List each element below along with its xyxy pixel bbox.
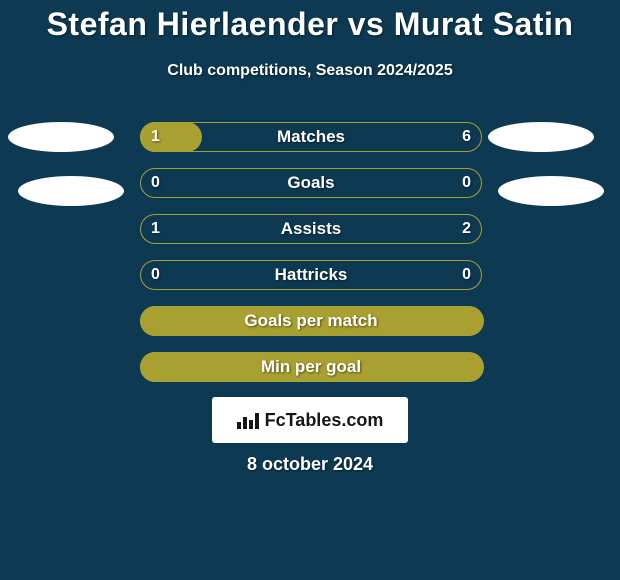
comparison-bars: 1 Matches 6 0 Goals 0 1 Assists 2 0 Hatt… [140, 122, 482, 398]
bar-value-right: 6 [462, 123, 471, 151]
comparison-canvas: Stefan Hierlaender vs Murat Satin Club c… [0, 0, 620, 580]
page-subtitle: Club competitions, Season 2024/2025 [0, 62, 620, 80]
bar-value-right: 0 [462, 261, 471, 289]
player-right-photo-placeholder-mid [498, 176, 604, 206]
bar-label: Min per goal [141, 353, 481, 381]
brand-text: FcTables.com [265, 410, 384, 431]
bar-row: Goals per match [140, 306, 482, 336]
bar-row: 0 Hattricks 0 [140, 260, 482, 290]
bar-row: Min per goal [140, 352, 482, 382]
bar-value-right: 0 [462, 169, 471, 197]
player-left-photo-placeholder-top [8, 122, 114, 152]
bar-label: Matches [141, 123, 481, 151]
generated-date: 8 october 2024 [0, 454, 620, 475]
bar-label: Goals per match [141, 307, 481, 335]
player-left-photo-placeholder-mid [18, 176, 124, 206]
bar-chart-icon [237, 411, 259, 429]
page-title: Stefan Hierlaender vs Murat Satin [0, 6, 620, 43]
bar-row: 1 Assists 2 [140, 214, 482, 244]
bar-row: 1 Matches 6 [140, 122, 482, 152]
bar-label: Goals [141, 169, 481, 197]
fctables-brand-link[interactable]: FcTables.com [212, 397, 408, 443]
bar-label: Hattricks [141, 261, 481, 289]
player-right-photo-placeholder-top [488, 122, 594, 152]
bar-row: 0 Goals 0 [140, 168, 482, 198]
bar-value-right: 2 [462, 215, 471, 243]
bar-label: Assists [141, 215, 481, 243]
